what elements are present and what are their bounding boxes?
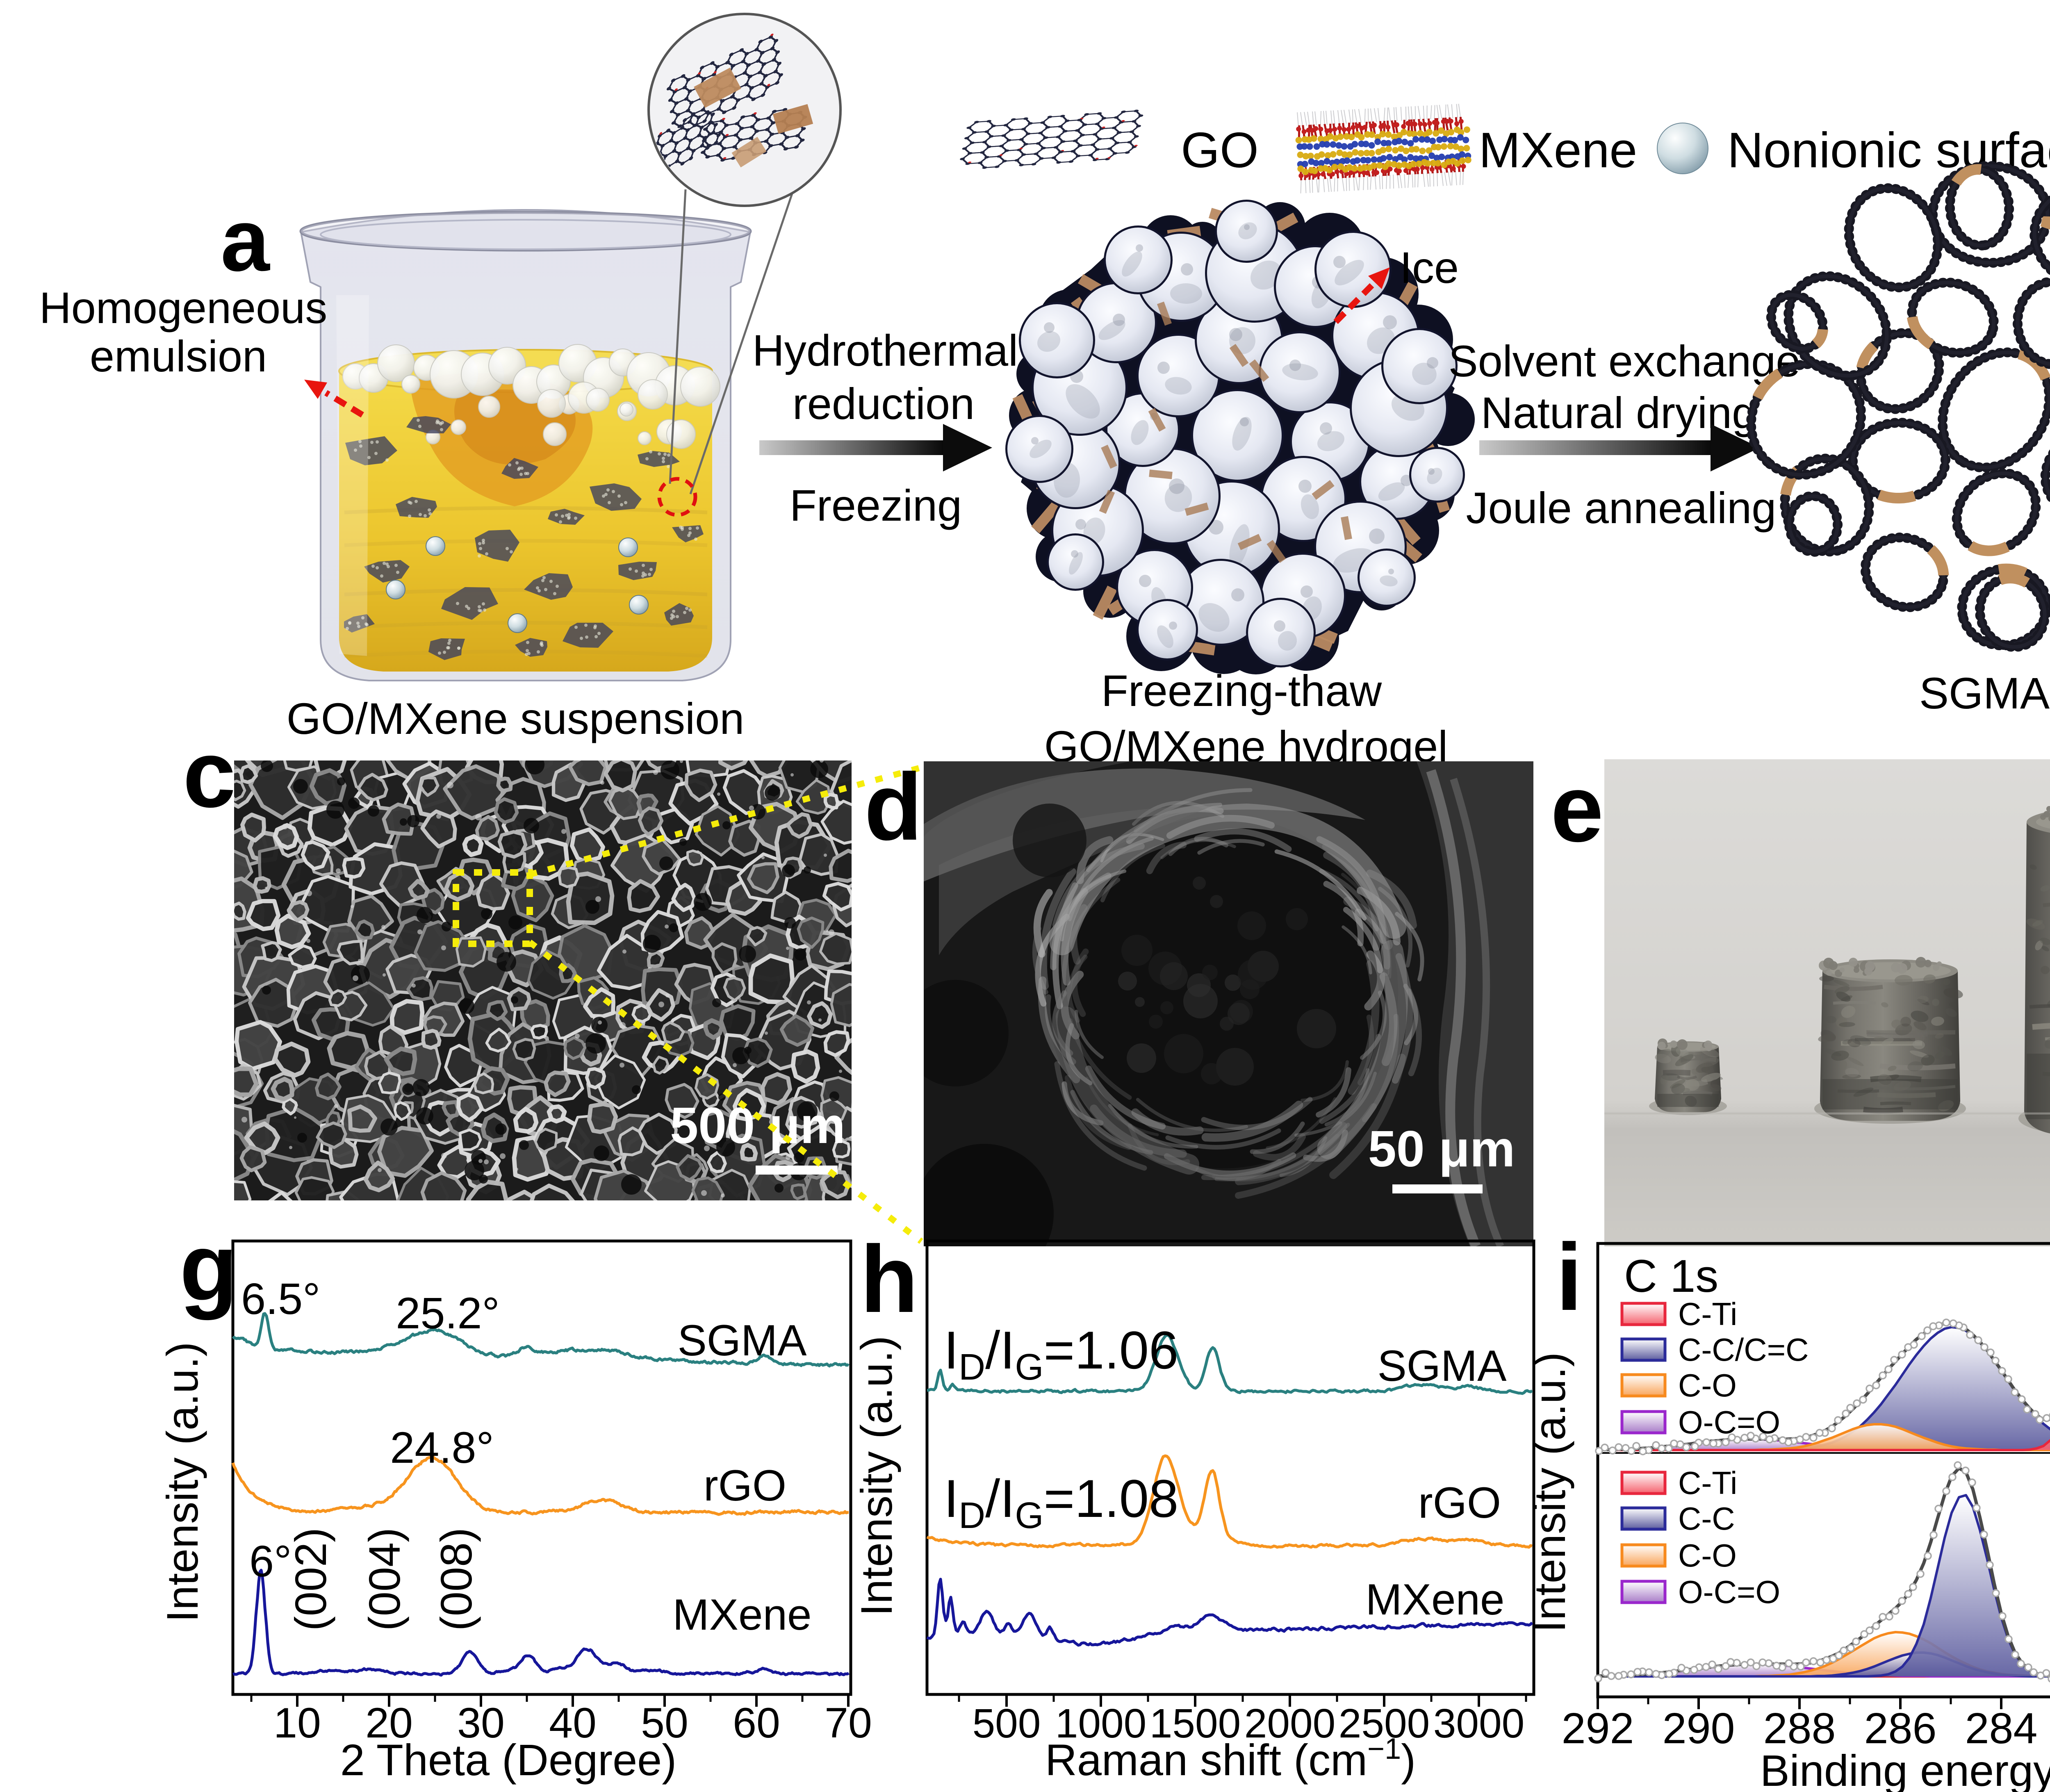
svg-text:50: 50 — [641, 1699, 688, 1747]
svg-text:50 μm: 50 μm — [1368, 1121, 1515, 1177]
svg-text:6°: 6° — [249, 1536, 292, 1586]
svg-text:6.5°: 6.5° — [241, 1274, 320, 1323]
svg-text:Binding energy (eV): Binding energy (eV) — [1760, 1746, 2050, 1792]
svg-text:C-C: C-C — [1678, 1501, 1735, 1537]
svg-text:25.2°: 25.2° — [396, 1288, 499, 1338]
svg-text:(004): (004) — [360, 1528, 409, 1631]
svg-text:2500: 2500 — [1339, 1701, 1430, 1746]
svg-text:rGO: rGO — [704, 1461, 786, 1510]
svg-text:Raman shift (cm−1): Raman shift (cm−1) — [1045, 1733, 1416, 1785]
svg-text:MXene: MXene — [1365, 1575, 1504, 1624]
svg-text:SGMA: SGMA — [1377, 1341, 1507, 1390]
svg-text:C-Ti: C-Ti — [1678, 1296, 1737, 1332]
svg-text:Hydrothermal: Hydrothermal — [752, 326, 1018, 375]
svg-text:C 1s: C 1s — [1624, 1250, 1718, 1302]
svg-text:Homogeneous: Homogeneous — [39, 283, 327, 332]
svg-text:Intensity (a.u.): Intensity (a.u.) — [852, 1336, 901, 1616]
svg-text:a: a — [221, 191, 270, 289]
svg-text:1500: 1500 — [1150, 1701, 1241, 1746]
svg-text:O-C=O: O-C=O — [1678, 1574, 1780, 1610]
svg-text:3000: 3000 — [1433, 1701, 1524, 1746]
svg-text:2000: 2000 — [1244, 1701, 1335, 1746]
svg-text:60: 60 — [733, 1699, 780, 1747]
svg-text:30: 30 — [457, 1699, 505, 1747]
svg-text:emulsion: emulsion — [90, 331, 267, 381]
svg-text:Solvent exchange: Solvent exchange — [1449, 336, 1801, 386]
svg-text:SGMA: SGMA — [1919, 668, 2050, 718]
svg-text:c: c — [183, 721, 236, 827]
svg-text:40: 40 — [549, 1699, 597, 1747]
svg-text:10: 10 — [273, 1699, 321, 1747]
svg-text:Freezing: Freezing — [790, 480, 962, 530]
svg-text:MXene: MXene — [1479, 122, 1638, 178]
svg-text:SGMA: SGMA — [677, 1316, 807, 1365]
svg-text:O-C=O: O-C=O — [1678, 1404, 1780, 1440]
svg-text:284: 284 — [1965, 1704, 2038, 1753]
svg-text:290: 290 — [1663, 1704, 1735, 1753]
svg-text:500: 500 — [973, 1701, 1041, 1746]
svg-text:Intensity (a.u.): Intensity (a.u.) — [1525, 1352, 1574, 1633]
svg-text:g: g — [180, 1214, 238, 1321]
svg-text:2 Theta (Degree): 2 Theta (Degree) — [340, 1735, 676, 1785]
svg-text:24.8°: 24.8° — [390, 1423, 494, 1472]
svg-text:Joule annealing: Joule annealing — [1466, 483, 1777, 533]
svg-text:C-Ti: C-Ti — [1678, 1465, 1737, 1501]
svg-text:GO: GO — [1181, 122, 1259, 178]
svg-text:GO/MXene suspension: GO/MXene suspension — [287, 694, 745, 743]
svg-text:288: 288 — [1763, 1704, 1836, 1753]
svg-text:C-C/C=C: C-C/C=C — [1678, 1332, 1809, 1368]
svg-text:500 μm: 500 μm — [670, 1098, 845, 1154]
svg-text:C-O: C-O — [1678, 1537, 1737, 1573]
svg-text:rGO: rGO — [1418, 1478, 1501, 1527]
svg-text:286: 286 — [1864, 1704, 1937, 1753]
svg-text:Intensity (a.u.): Intensity (a.u.) — [157, 1342, 207, 1622]
svg-text:MXene: MXene — [672, 1590, 811, 1639]
svg-text:i: i — [1556, 1224, 1582, 1330]
svg-text:reduction: reduction — [793, 379, 975, 428]
svg-text:Freezing-thaw: Freezing-thaw — [1101, 666, 1382, 715]
svg-text:(002): (002) — [286, 1528, 335, 1631]
svg-text:e: e — [1551, 756, 1604, 862]
svg-text:20: 20 — [365, 1699, 413, 1747]
svg-text:292: 292 — [1562, 1704, 1634, 1753]
svg-text:Ice: Ice — [1400, 243, 1459, 292]
svg-text:C-O: C-O — [1678, 1367, 1737, 1403]
svg-text:70: 70 — [825, 1699, 872, 1747]
svg-text:h: h — [860, 1226, 918, 1332]
svg-text:d: d — [864, 754, 922, 860]
svg-text:1000: 1000 — [1055, 1701, 1146, 1746]
svg-text:(008): (008) — [431, 1528, 481, 1631]
